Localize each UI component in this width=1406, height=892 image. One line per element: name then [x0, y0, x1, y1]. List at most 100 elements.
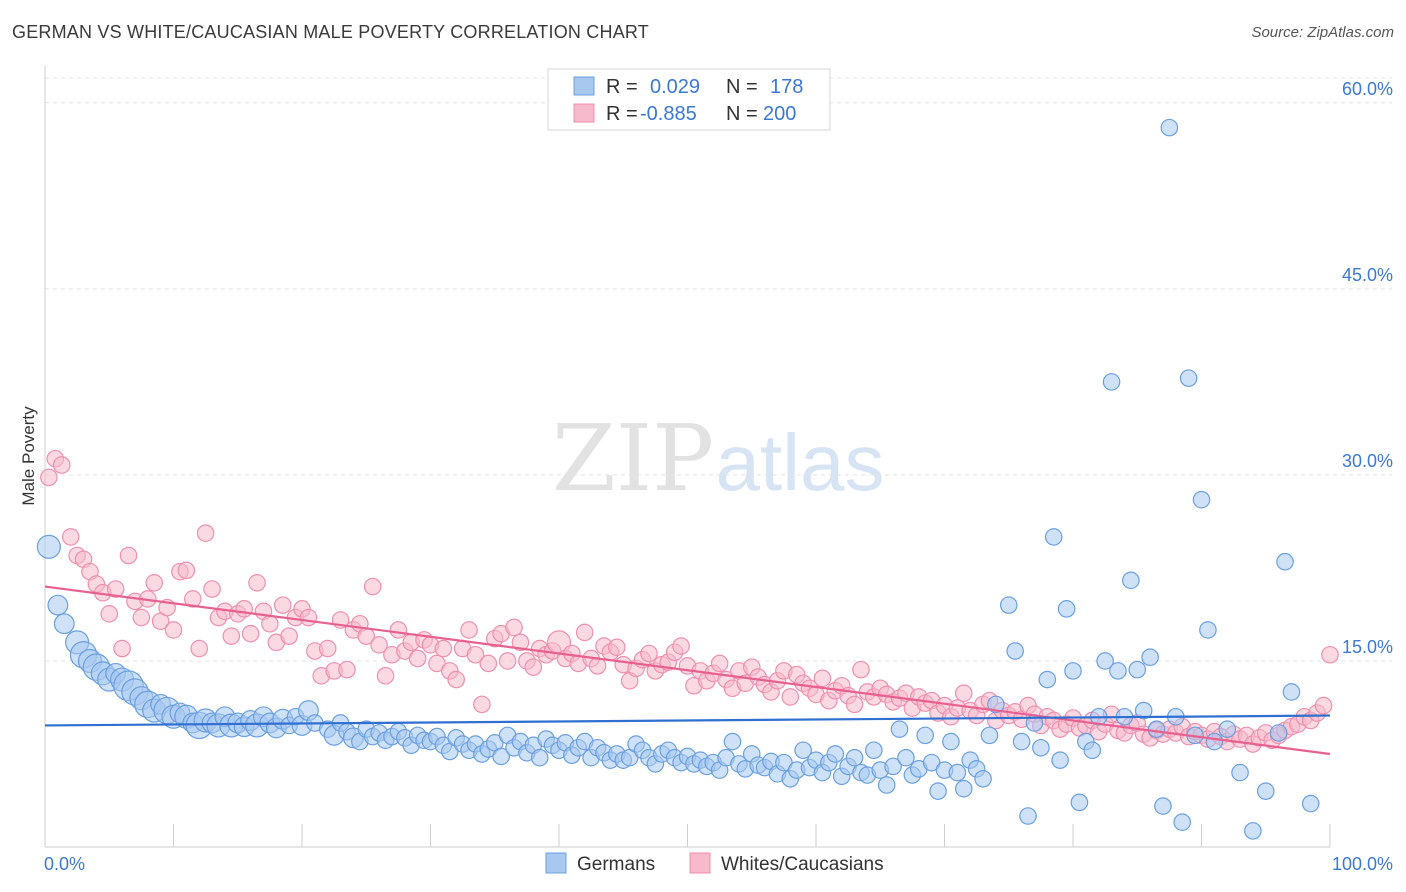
whites-caucasians-point: [222, 627, 241, 645]
stats-row1-r-label: R =: [606, 76, 638, 98]
germans-point: [1276, 552, 1294, 571]
germans-point: [53, 613, 75, 635]
whites-caucasians-point: [190, 639, 208, 658]
whites-caucasians-point: [132, 608, 151, 627]
y-tick-label: 30.0%: [1342, 451, 1393, 471]
germans-point: [877, 776, 896, 794]
stats-legend-pink-swatch: [573, 103, 595, 123]
whites-caucasians-point: [813, 669, 832, 688]
germans-point: [1282, 683, 1301, 701]
whites-caucasians-point: [460, 621, 478, 639]
whites-caucasians-point: [203, 580, 221, 598]
whites-caucasians-point: [100, 605, 119, 623]
germans-point: [1122, 571, 1140, 590]
legend-germans-swatch: [545, 852, 567, 874]
whites-caucasians-point: [280, 627, 298, 645]
whites-caucasians-point: [177, 561, 196, 580]
trend-lines: [44, 585, 1331, 756]
germans-point: [954, 779, 973, 798]
germans-point: [1057, 600, 1076, 618]
whites-caucasians-point: [608, 638, 626, 657]
germans-point: [1096, 652, 1114, 670]
germans-point: [1128, 660, 1147, 679]
germans-point: [1205, 732, 1224, 751]
whites-caucasians-point: [845, 695, 864, 714]
whites-caucasians-point: [299, 608, 318, 627]
germans-point: [1256, 782, 1275, 800]
germans-point: [865, 741, 883, 760]
whites-caucasians-point: [248, 574, 266, 592]
stats-row1-r-value: 0.029: [650, 76, 700, 98]
germans-point: [1154, 797, 1172, 815]
y-tick-label: 45.0%: [1342, 265, 1393, 285]
germans-point: [1064, 662, 1082, 680]
whites-caucasians-point: [511, 633, 530, 652]
germans-point: [794, 741, 812, 760]
whites-caucasians-point: [164, 621, 183, 639]
germans-point: [1134, 701, 1153, 720]
germans-point: [1051, 751, 1069, 769]
germans-point: [987, 695, 1005, 714]
y-tick-label: 15.0%: [1342, 637, 1393, 657]
whites-caucasians-point: [370, 636, 388, 654]
germans-point: [845, 748, 864, 767]
whites-caucasians-point: [113, 639, 131, 658]
whites-caucasians-point: [52, 456, 71, 474]
whites-caucasians-point: [106, 580, 125, 598]
whites-caucasians-point: [524, 658, 543, 676]
germans-point: [1141, 648, 1159, 667]
germans-point: [530, 748, 549, 767]
whites-caucasians-point: [376, 667, 395, 685]
source-label: Source: ZipAtlas.com: [1251, 24, 1394, 41]
germans-trend-line: [44, 714, 1331, 727]
germans-point: [929, 782, 947, 800]
germans-point: [1199, 621, 1217, 639]
germans-point: [723, 732, 742, 751]
germans-point: [1147, 720, 1166, 738]
germans-point: [492, 747, 510, 766]
germans-point: [1012, 732, 1031, 751]
germans-point: [1070, 793, 1089, 812]
whites-caucasians-point: [434, 639, 453, 658]
y-tick-label: 60.0%: [1342, 79, 1393, 99]
whites-caucasians-point: [241, 624, 260, 643]
x-tick-label-max: 100.0%: [1332, 854, 1393, 874]
legend-germans-label: Germans: [577, 854, 655, 875]
germans-point: [890, 720, 909, 738]
germans-point: [1269, 724, 1288, 742]
germans-point: [1083, 741, 1102, 760]
germans-point: [1231, 763, 1249, 782]
germans-point: [47, 594, 69, 616]
germans-point: [1102, 373, 1121, 391]
watermark-atlas: atlas: [716, 418, 885, 507]
whites-caucasians-point: [710, 654, 729, 673]
whites-caucasians-point: [505, 618, 523, 637]
germans-point: [1192, 490, 1211, 509]
germans-point: [916, 726, 935, 745]
watermark-zip: ZIP: [552, 405, 714, 512]
whites-caucasians-point: [196, 524, 215, 542]
germans-point: [36, 534, 61, 559]
germans-point: [884, 757, 902, 776]
germans-point: [1160, 118, 1179, 137]
germans-point: [1038, 670, 1057, 689]
legend-whites-swatch: [689, 852, 711, 874]
tick-labels: 15.0% 30.0% 45.0% 60.0% 0.0% 100.0%: [44, 79, 1393, 874]
germans-point: [1244, 822, 1262, 840]
stats-row1-n-label: N =: [726, 76, 758, 98]
germans-point: [999, 596, 1018, 614]
whites-caucasians-point: [119, 546, 138, 565]
germans-point: [1032, 738, 1050, 757]
series-legend: Germans Whites/Caucasians: [545, 852, 884, 875]
whites-caucasians-trend-line: [44, 585, 1331, 756]
stats-row2-n-value: 200: [763, 103, 796, 125]
germans-point: [980, 726, 999, 745]
germans-point: [1006, 642, 1024, 660]
germans-point: [1019, 807, 1037, 825]
stats-row2-n-label: N =: [726, 103, 758, 125]
whites-caucasians-point: [473, 695, 491, 714]
stats-legend: R = 0.029 N = 178 R = -0.885 N = 200: [547, 68, 831, 131]
axes: [44, 66, 1331, 848]
whites-caucasians-point: [183, 590, 202, 608]
